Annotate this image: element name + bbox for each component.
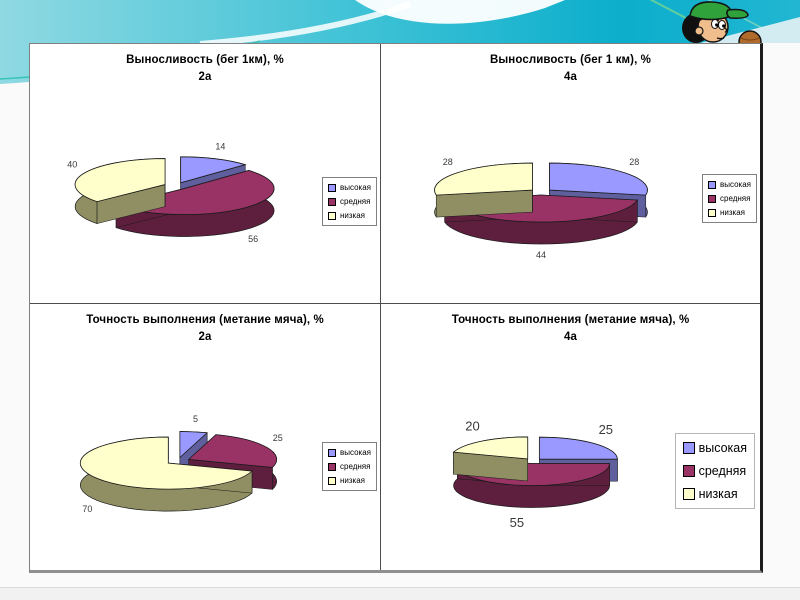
slice-value-label: 40 [67,159,77,169]
chart-title-line2: 2а [198,331,212,344]
legend-label: высокая [340,448,371,457]
legend-swatch-low [328,476,336,485]
slice-value-label: 20 [465,419,479,434]
pie-chart-accuracy-2a: 5 25 70 [79,414,283,514]
legend-label: средняя [720,194,751,203]
chart-legend: высокая средняя низкая [702,174,757,223]
legend-label: низкая [340,211,366,220]
legend-swatch-high [708,180,716,189]
chart-title: Точность выполнения (метание мяча), % 2а [30,312,380,347]
chart-accuracy-2a: Точность выполнения (метание мяча), % 2а… [30,304,381,570]
chart-title: Точность выполнения (метание мяча), % 4а [381,312,760,347]
legend-label: низкая [340,476,366,485]
chart-title-line2: 4а [564,331,577,344]
pie-slice-низкая: 20 [452,419,529,482]
mouth [716,37,725,40]
slide-footer-strip [0,587,800,600]
chart-accuracy-4a: Точность выполнения (метание мяча), % 4а… [381,304,760,570]
cap-brim-icon [726,8,749,19]
chart-legend: высокая средняя низкая [674,433,755,509]
legend-item: низкая [682,487,747,501]
legend-item: средняя [708,194,751,203]
cap-crown-icon [689,1,733,21]
slice-value-label: 28 [629,157,639,167]
legend-item: средняя [682,464,747,478]
slice-value-label: 14 [215,141,225,151]
pie-slice-низкая: 40 [67,158,166,225]
pie-chart-accuracy-4a: 25 55 20 [452,419,618,530]
slice-value-label: 44 [536,250,546,260]
legend-label: высокая [698,441,747,455]
chart-title-line1: Точность выполнения (метание мяча), % [451,314,690,326]
legend-label: низкая [720,208,746,217]
charts-panel: Выносливость (бег 1км), % 2а 14 56 40 высо… [29,43,763,573]
pie-chart-endurance-4a: 28 44 28 [434,157,648,260]
slice-value-label: 5 [193,414,198,424]
chart-title-line2: 4а [564,71,577,84]
pie-slice-низкая: 70 [79,436,253,514]
chart-legend: высокая средняя низкая [322,177,377,226]
legend-item: средняя [328,197,371,206]
boy-cartoon [682,1,762,46]
legend-label: средняя [340,197,371,206]
legend-swatch-medium [682,465,695,477]
legend-swatch-high [682,442,695,454]
legend-item: высокая [682,441,747,455]
ear [694,26,704,36]
chart-endurance-4a: Выносливость (бег 1 км), % 4а 28 44 28 выс… [381,44,760,304]
legend-swatch-medium [708,194,716,203]
pie-chart-endurance-2a: 14 56 40 [67,141,275,244]
legend-item: низкая [328,211,371,220]
chart-title-line2: 2а [198,71,212,84]
legend-item: средняя [328,462,371,471]
ball-icon [738,30,762,46]
slice-value-label: 56 [248,234,258,244]
legend-swatch-medium [328,197,336,206]
slice-value-label: 55 [510,515,524,530]
slice-value-label: 25 [273,433,283,443]
pupil [715,23,719,27]
pie-slice-низкая: 28 [434,157,533,218]
pupil [722,24,726,28]
legend-swatch-low [328,211,336,220]
chart-title-line1: Выносливость (бег 1 км), % [489,54,651,66]
legend-swatch-low [708,208,716,217]
chart-title: Выносливость (бег 1 км), % 4а [381,52,760,87]
legend-item: высокая [328,183,371,192]
legend-item: низкая [328,476,371,485]
slice-value-label: 28 [443,157,453,167]
slice-value-label: 70 [82,504,92,514]
chart-legend: высокая средняя низкая [322,442,377,491]
legend-label: высокая [720,180,751,189]
legend-label: низкая [698,487,738,501]
legend-swatch-high [328,448,336,457]
chart-title: Выносливость (бег 1км), % 2а [30,52,380,87]
nose [724,27,728,33]
slice-value-label: 25 [599,422,613,437]
legend-item: высокая [328,448,371,457]
legend-label: средняя [698,464,747,478]
chart-endurance-2a: Выносливость (бег 1км), % 2а 14 56 40 высо… [30,44,381,304]
legend-label: высокая [340,183,371,192]
white-swoosh-line [199,1,412,47]
legend-swatch-high [328,183,336,192]
chart-title-line1: Выносливость (бег 1км), % [126,54,284,66]
legend-label: средняя [340,462,371,471]
legend-swatch-low [682,488,695,500]
legend-item: низкая [708,208,751,217]
legend-swatch-medium [328,462,336,471]
ball-seam [740,37,760,41]
legend-item: высокая [708,180,751,189]
chart-title-line1: Точность выполнения (метание мяча), % [86,314,324,326]
